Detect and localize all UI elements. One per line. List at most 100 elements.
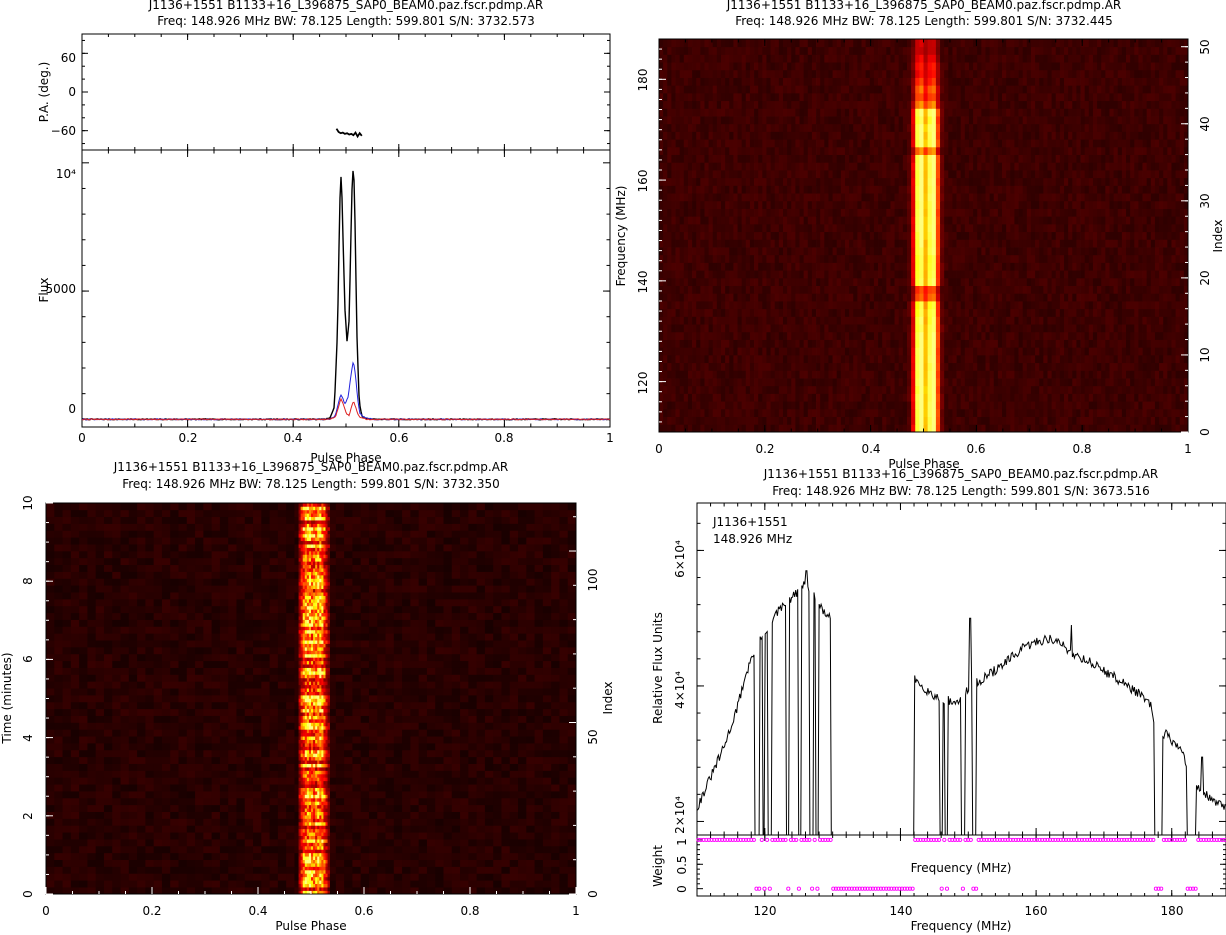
freq-heatmap-cell <box>890 324 895 333</box>
freq-heatmap-cell <box>683 193 689 202</box>
freq-heatmap-cell <box>1002 193 1007 202</box>
freq-heatmap-cell <box>1150 285 1156 294</box>
freq-heatmap-cell <box>745 401 751 410</box>
freq-heatmap-cell <box>1072 254 1077 263</box>
freq-heatmap-cell <box>704 185 709 194</box>
freq-heatmap-cell <box>1183 331 1189 340</box>
freq-heatmap-cell <box>832 231 838 240</box>
freq-heatmap-cell <box>1121 193 1127 202</box>
freq-heatmap-cell <box>985 254 991 263</box>
freq-heatmap-cell <box>927 200 933 209</box>
freq-heatmap-cell <box>1002 231 1007 240</box>
freq-heatmap-cell <box>968 316 974 325</box>
freq-heatmap-cell <box>770 293 776 302</box>
freq-heatmap-cell <box>1134 177 1139 186</box>
freq-heatmap-cell <box>902 146 908 155</box>
freq-heatmap-cell <box>923 393 929 402</box>
freq-heatmap-cell <box>770 401 776 410</box>
freq-heatmap-cell <box>1035 254 1040 263</box>
freq-heatmap-cell <box>948 316 953 325</box>
freq-heatmap-cell <box>791 339 796 348</box>
freq-heatmap-cell <box>902 177 908 186</box>
freq-heatmap-cell <box>1146 378 1152 387</box>
freq-heatmap-cell <box>1035 362 1040 371</box>
freq-heatmap-cell <box>1080 177 1086 186</box>
freq-heatmap-cell <box>1105 370 1110 379</box>
freq-heatmap-cell <box>1146 247 1152 256</box>
freq-heatmap-cell <box>935 231 941 240</box>
freq-heatmap-cell <box>720 378 726 387</box>
freq-heatmap-cell <box>1154 378 1160 387</box>
freq-heatmap-cell <box>1117 154 1123 163</box>
freq-heatmap-cell <box>803 185 809 194</box>
freq-heatmap-cell <box>861 331 867 340</box>
freq-heatmap-cell <box>865 193 871 202</box>
freq-heatmap-cell <box>1134 293 1139 302</box>
freq-heatmap-cell <box>832 393 838 402</box>
freq-heatmap-cell <box>1002 347 1007 356</box>
freq-heatmap-cell <box>687 424 693 433</box>
freq-heatmap-cell <box>1064 316 1069 325</box>
freq-heatmap-cell <box>1109 200 1115 209</box>
freq-heatmap-cell <box>1035 416 1040 425</box>
freq-heatmap-cell <box>944 193 949 202</box>
freq-heatmap-cell <box>915 370 920 379</box>
freq-heatmap-cell <box>766 185 771 194</box>
freq-heatmap-cell <box>1097 370 1102 379</box>
freq-heatmap-cell <box>811 385 817 394</box>
freq-heatmap-cell <box>787 408 792 417</box>
freq-heatmap-cell <box>770 331 776 340</box>
freq-heatmap-cell <box>1117 200 1123 209</box>
freq-heatmap-cell <box>1175 254 1181 263</box>
freq-heatmap-cell <box>720 193 726 202</box>
freq-heatmap-cell <box>1175 293 1181 302</box>
freq-heatmap-cell <box>745 293 751 302</box>
freq-heatmap-cell <box>1163 254 1168 263</box>
freq-heatmap-cell <box>865 223 871 233</box>
freq-heatmap-cell <box>1105 200 1110 209</box>
freq-heatmap-cell <box>1171 154 1176 163</box>
freq-heatmap-cell <box>1010 354 1015 364</box>
freq-heatmap-cell <box>1022 424 1028 433</box>
freq-heatmap-cell <box>1039 293 1044 302</box>
freq-heatmap-cell <box>902 301 908 310</box>
freq-heatmap-cell <box>1142 200 1148 209</box>
freq-heatmap-cell <box>940 177 945 186</box>
freq-heatmap-cell <box>741 193 747 202</box>
freq-heatmap-cell <box>778 385 784 394</box>
freq-heatmap-cell <box>716 185 722 194</box>
freq-heatmap-cell <box>704 223 709 233</box>
freq-heatmap-cell <box>1076 331 1081 340</box>
freq-heatmap-cell <box>720 262 726 271</box>
freq-heatmap-cell <box>778 154 784 163</box>
freq-heatmap-cell <box>1055 331 1061 340</box>
freq-heatmap-cell <box>791 347 796 356</box>
freq-heatmap-cell <box>997 393 1003 402</box>
freq-heatmap-cell <box>960 424 966 433</box>
freq-heatmap-cell <box>878 370 883 379</box>
freq-heatmap-cell <box>737 154 743 163</box>
freq-heatmap-cell <box>886 193 891 202</box>
freq-heatmap-cell <box>766 285 771 294</box>
freq-heatmap-cell <box>923 239 929 248</box>
freq-heatmap-cell <box>803 385 809 394</box>
freq-heatmap-cell <box>898 324 904 333</box>
freq-heatmap-cell <box>1084 331 1090 340</box>
freq-heatmap-cell <box>985 262 991 271</box>
freq-heatmap-cell <box>1084 200 1090 209</box>
freq-heatmap-cell <box>687 331 693 340</box>
freq-heatmap-cell <box>1171 162 1176 171</box>
freq-heatmap-cell <box>671 408 676 417</box>
freq-heatmap-cell <box>828 200 833 209</box>
freq-heatmap-cell <box>948 223 953 233</box>
freq-heatmap-cell <box>973 200 978 209</box>
freq-heatmap-cell <box>1163 193 1168 202</box>
freq-heatmap-cell <box>944 285 949 294</box>
freq-heatmap-cell <box>671 347 676 356</box>
freq-heatmap-cell <box>1150 347 1156 356</box>
freq-heatmap-cell <box>1006 162 1011 171</box>
freq-heatmap-cell <box>915 316 920 325</box>
freq-heatmap-cell <box>944 339 949 348</box>
freq-heatmap-cell <box>882 316 887 325</box>
freq-heatmap-cell <box>906 424 912 433</box>
